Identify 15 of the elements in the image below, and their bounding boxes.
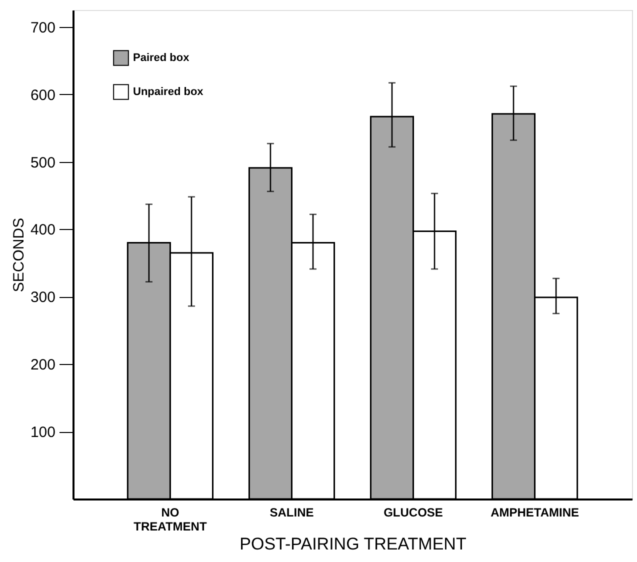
y-tick-label: 700 [30, 19, 56, 36]
x-tick-label: SALINE [270, 506, 314, 520]
x-axis-title: POST-PAIRING TREATMENT [240, 534, 466, 554]
x-tick-label: GLUCOSE [384, 506, 443, 520]
legend-label: Unpaired box [133, 86, 204, 98]
y-tick-label: 200 [30, 356, 56, 374]
legend-label: Paired box [133, 52, 190, 64]
x-tick-label: AMPHETAMINE [490, 506, 580, 520]
y-tick-label: 600 [30, 86, 56, 104]
y-axis-title: SECONDS [10, 218, 28, 292]
x-tick-label: NO TREATMENT [134, 506, 208, 534]
y-tick-label: 100 [30, 424, 56, 442]
y-tick-label: 500 [30, 154, 56, 172]
y-tick-label: 400 [30, 222, 56, 239]
y-tick-label: 300 [30, 289, 56, 306]
